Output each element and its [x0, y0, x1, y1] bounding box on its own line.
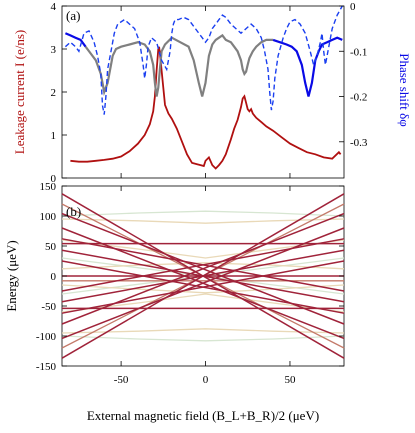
- b-ytick-label: -150: [36, 361, 57, 373]
- panel-a-series: [64, 5, 343, 170]
- phase-solid-series-seg-0: [64, 32, 87, 48]
- energy-level-dark: [61, 227, 345, 340]
- x-axis-label: External magnetic field (B_L+B_R)/2 (μeV…: [87, 408, 319, 423]
- panel-b-ticks: -150 -100 -50 0 50 100 150 -50 0 50: [36, 181, 344, 386]
- b-ytick-label: 0: [51, 271, 57, 283]
- a-y2tick-label: 0: [350, 1, 356, 13]
- energy-level-dark: [61, 212, 345, 325]
- panel-a-label: (a): [66, 8, 80, 23]
- panel-a-y2label: Phase shift δφ: [397, 53, 412, 127]
- a-ytick-label: 0: [51, 173, 57, 185]
- energy-level-light: [61, 293, 345, 313]
- b-ytick-label: 100: [40, 211, 57, 223]
- b-xtick-label: -50: [114, 374, 129, 386]
- b-ytick-label: -50: [41, 301, 56, 313]
- leakage-current-series: [70, 46, 342, 170]
- a-y2tick-label: -0.2: [350, 92, 367, 104]
- b-xtick-label: 0: [203, 374, 209, 386]
- a-ytick-label: 4: [51, 1, 57, 13]
- b-ytick-label: 150: [40, 181, 57, 193]
- panel-b: -150 -100 -50 0 50 100 150 -50 0 50 (b) Energy (μ…: [4, 181, 345, 386]
- energy-level-light: [61, 239, 345, 259]
- energy-level-faint: [61, 335, 345, 342]
- a-ytick-label: 1: [51, 130, 57, 142]
- energy-level-light: [61, 262, 345, 270]
- a-y2tick-label: -0.1: [350, 46, 367, 58]
- energy-level-light: [61, 328, 345, 334]
- panel-a-ylabel: Leakage current I (e/ns): [12, 30, 27, 155]
- panel-b-label: (b): [66, 204, 81, 219]
- a-y2tick-label: -0.3: [350, 137, 368, 149]
- energy-level-light: [61, 218, 345, 224]
- panel-a-ticks: 0 1 2 3 4 0 -0.1 -0.2 -0.3: [51, 1, 368, 185]
- panel-b-ylabel: Energy (μeV): [4, 240, 19, 311]
- energy-level-dark: [61, 238, 345, 292]
- panel-a: 0 1 2 3 4 0 -0.1 -0.2 -0.3 (a) Leakage current I…: [12, 1, 412, 185]
- a-ytick-label: 3: [51, 44, 57, 56]
- phase-solid-series-seg-1: [84, 33, 274, 97]
- b-xtick-label: 50: [284, 374, 296, 386]
- panel-b-series: [61, 193, 345, 359]
- energy-level-dark: [61, 260, 345, 314]
- energy-level-light: [61, 284, 345, 294]
- b-ytick-label: -100: [36, 331, 57, 343]
- energy-level-faint: [61, 210, 345, 217]
- b-ytick-label: 50: [45, 241, 57, 253]
- phase-solid-series-seg-2: [272, 36, 343, 97]
- a-ytick-label: 2: [51, 87, 57, 99]
